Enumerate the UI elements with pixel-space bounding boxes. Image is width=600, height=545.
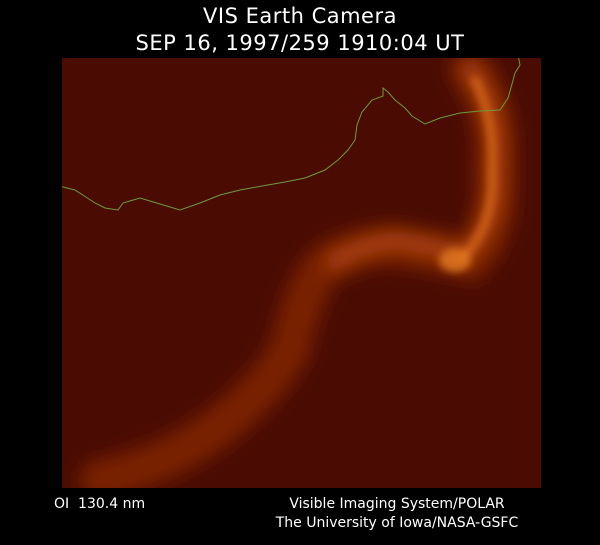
wavelength-label: OI 130.4 nm [54, 496, 145, 512]
subtitle: SEP 16, 1997/259 1910:04 UT [136, 31, 465, 55]
title: VIS Earth Camera [203, 4, 397, 28]
institution-label: The University of Iowa/NASA-GSFC [275, 515, 519, 531]
coastline [62, 58, 521, 211]
instrument-label: Visible Imaging System/POLAR [289, 496, 505, 512]
earth-image [62, 58, 541, 488]
